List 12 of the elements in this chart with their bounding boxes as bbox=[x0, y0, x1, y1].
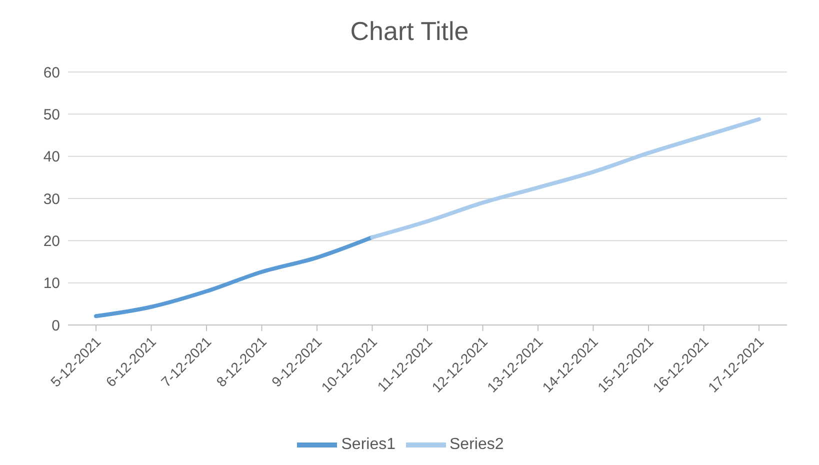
chart-title: Chart Title bbox=[349, 15, 470, 48]
y-tick-label: 30 bbox=[43, 190, 60, 208]
y-tick-label: 10 bbox=[43, 275, 60, 292]
legend-label: Series2 bbox=[450, 436, 504, 454]
line-series bbox=[370, 117, 761, 240]
legend-label: Series1 bbox=[341, 436, 396, 454]
y-tick-label: 20 bbox=[43, 232, 60, 250]
line-series bbox=[94, 235, 374, 318]
y-tick-label: 40 bbox=[43, 148, 60, 166]
y-tick-label: 60 bbox=[43, 64, 60, 82]
y-tick-label: 0 bbox=[52, 317, 60, 334]
y-tick-label: 50 bbox=[43, 106, 60, 124]
